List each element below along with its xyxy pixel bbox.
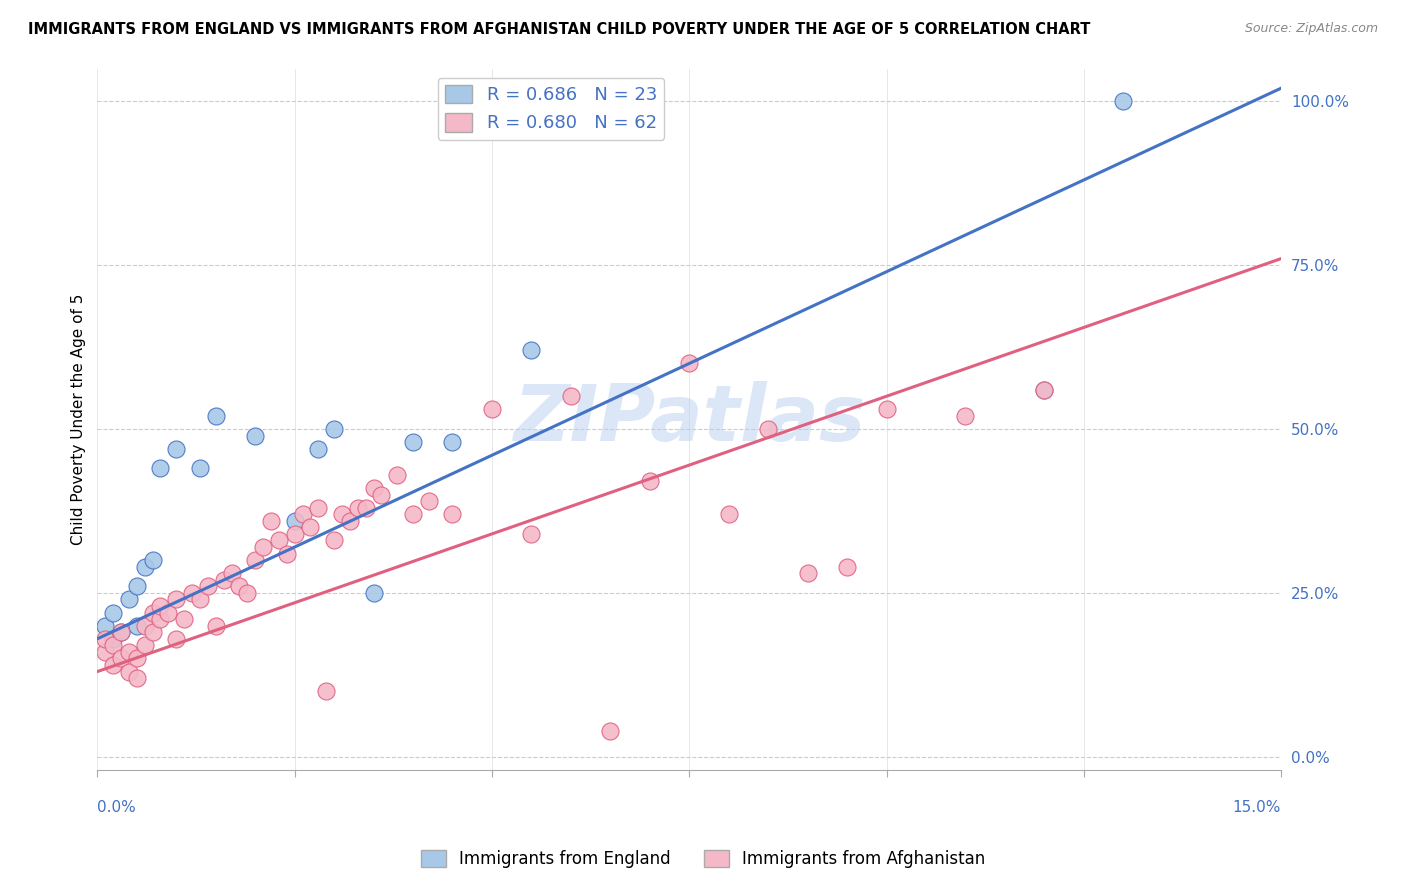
Point — [142, 625, 165, 640]
Point — [125, 651, 148, 665]
Point — [204, 409, 226, 423]
Point — [165, 442, 187, 456]
Point — [307, 500, 329, 515]
Point — [110, 651, 132, 665]
Point — [315, 684, 337, 698]
Point — [165, 632, 187, 646]
Point — [370, 487, 392, 501]
Point — [165, 592, 187, 607]
Point — [876, 402, 898, 417]
Point — [134, 618, 156, 632]
Point — [560, 389, 582, 403]
Point — [157, 606, 180, 620]
Point — [188, 592, 211, 607]
Point — [291, 508, 314, 522]
Text: 0.0%: 0.0% — [97, 799, 136, 814]
Point — [101, 658, 124, 673]
Point — [94, 618, 117, 632]
Point — [252, 540, 274, 554]
Point — [204, 618, 226, 632]
Point — [955, 409, 977, 423]
Point — [181, 586, 204, 600]
Point — [339, 514, 361, 528]
Point — [125, 671, 148, 685]
Point — [94, 632, 117, 646]
Point — [346, 500, 368, 515]
Point — [284, 514, 307, 528]
Point — [796, 566, 818, 581]
Point — [134, 638, 156, 652]
Point — [418, 494, 440, 508]
Point — [756, 422, 779, 436]
Point — [118, 665, 141, 679]
Point — [299, 520, 322, 534]
Point — [243, 428, 266, 442]
Text: IMMIGRANTS FROM ENGLAND VS IMMIGRANTS FROM AFGHANISTAN CHILD POVERTY UNDER THE A: IMMIGRANTS FROM ENGLAND VS IMMIGRANTS FR… — [28, 22, 1091, 37]
Point — [228, 579, 250, 593]
Point — [387, 467, 409, 482]
Point — [188, 461, 211, 475]
Point — [481, 402, 503, 417]
Point — [1112, 95, 1135, 109]
Point — [323, 422, 346, 436]
Y-axis label: Child Poverty Under the Age of 5: Child Poverty Under the Age of 5 — [72, 293, 86, 545]
Point — [125, 579, 148, 593]
Point — [307, 442, 329, 456]
Point — [1033, 383, 1056, 397]
Legend: Immigrants from England, Immigrants from Afghanistan: Immigrants from England, Immigrants from… — [413, 843, 993, 875]
Point — [402, 508, 425, 522]
Text: ZIPatlas: ZIPatlas — [513, 381, 865, 458]
Legend: R = 0.686   N = 23, R = 0.680   N = 62: R = 0.686 N = 23, R = 0.680 N = 62 — [437, 78, 664, 140]
Point — [638, 475, 661, 489]
Point — [267, 533, 290, 548]
Point — [276, 547, 298, 561]
Point — [142, 606, 165, 620]
Point — [197, 579, 219, 593]
Point — [125, 618, 148, 632]
Point — [402, 435, 425, 450]
Point — [149, 612, 172, 626]
Point — [441, 435, 464, 450]
Text: 15.0%: 15.0% — [1233, 799, 1281, 814]
Point — [221, 566, 243, 581]
Point — [101, 606, 124, 620]
Point — [1033, 383, 1056, 397]
Text: Source: ZipAtlas.com: Source: ZipAtlas.com — [1244, 22, 1378, 36]
Point — [149, 461, 172, 475]
Point — [260, 514, 283, 528]
Point — [134, 559, 156, 574]
Point — [149, 599, 172, 613]
Point — [441, 508, 464, 522]
Point — [678, 357, 700, 371]
Point — [520, 343, 543, 358]
Point — [236, 586, 259, 600]
Point — [354, 500, 377, 515]
Point — [101, 638, 124, 652]
Point — [110, 625, 132, 640]
Point — [599, 723, 621, 738]
Point — [717, 508, 740, 522]
Point — [94, 645, 117, 659]
Point — [173, 612, 195, 626]
Point — [284, 527, 307, 541]
Point — [212, 573, 235, 587]
Point — [118, 592, 141, 607]
Point — [330, 508, 353, 522]
Point — [110, 625, 132, 640]
Point — [363, 481, 385, 495]
Point — [323, 533, 346, 548]
Point — [835, 559, 858, 574]
Point — [363, 586, 385, 600]
Point — [142, 553, 165, 567]
Point — [101, 632, 124, 646]
Point — [118, 645, 141, 659]
Point — [243, 553, 266, 567]
Point — [520, 527, 543, 541]
